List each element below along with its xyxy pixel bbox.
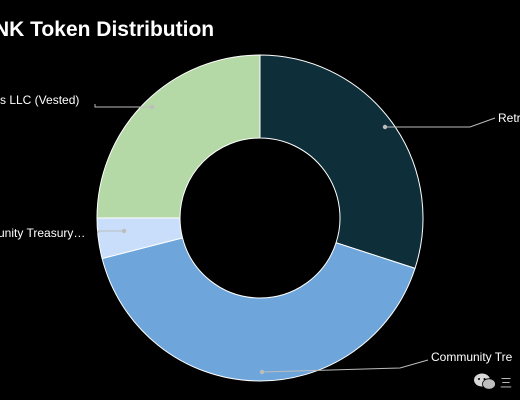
leader-dot: [382, 124, 388, 130]
leader-line: [94, 104, 152, 108]
leader-line: [261, 359, 429, 373]
leader-dot: [149, 104, 155, 110]
slice-label: ss LLC (Vested): [0, 93, 79, 107]
leader-dot: [259, 369, 265, 375]
donut-slices: [96, 54, 424, 382]
wechat-icon: [473, 373, 496, 390]
donut-slice[interactable]: [96, 54, 261, 219]
watermark: 三: [473, 372, 512, 392]
leader-line: [385, 117, 496, 128]
slice-label: unity Treasury…: [0, 226, 85, 240]
chart-title: NK Token Distribution: [0, 18, 214, 41]
donut-slice[interactable]: [259, 54, 424, 270]
watermark-text: 三: [499, 375, 512, 390]
leader-dot: [121, 228, 127, 234]
leader-line: [97, 230, 124, 233]
donut-slice[interactable]: [101, 237, 416, 382]
slice-label: Community Tre: [431, 350, 513, 364]
slice-labels: Retr Community Tre unity Treasury… ss LLC (…: [0, 93, 520, 364]
slice-label: Retr: [498, 111, 520, 125]
slice-leader-lines: [94, 104, 496, 375]
